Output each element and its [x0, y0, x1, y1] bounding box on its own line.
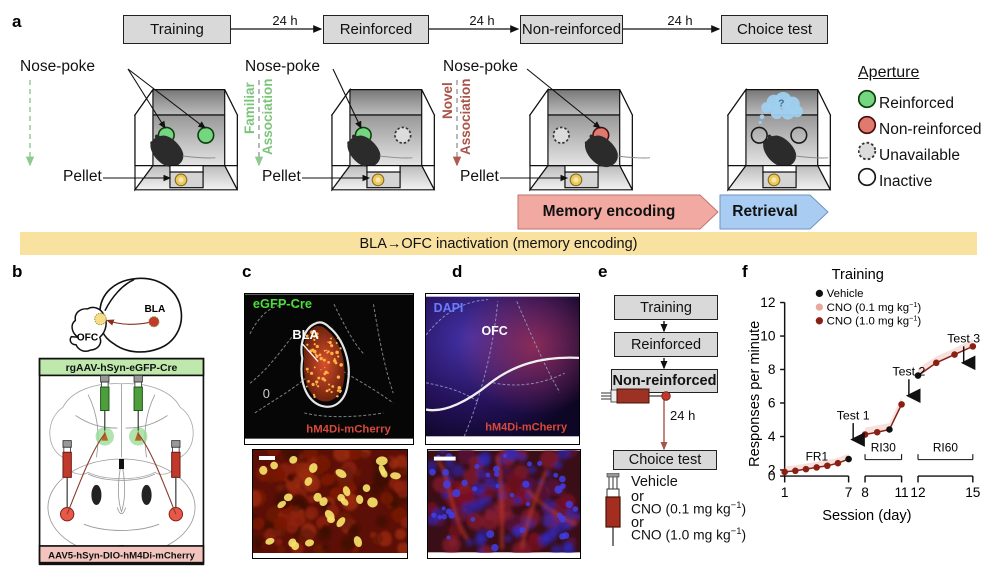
- svg-text:CNO (0.1 mg kg−1): CNO (0.1 mg kg−1): [827, 299, 922, 314]
- svg-text:0: 0: [263, 386, 270, 401]
- svg-text:7: 7: [845, 485, 853, 500]
- svg-text:Training: Training: [832, 267, 884, 283]
- svg-text:Test 1: Test 1: [837, 408, 870, 422]
- svg-text:8: 8: [861, 485, 869, 500]
- svg-text:RI30: RI30: [871, 440, 896, 454]
- svg-text:12: 12: [910, 485, 925, 500]
- svg-text:hM4Di-mCherry: hM4Di-mCherry: [306, 424, 391, 436]
- svg-text:DAPI: DAPI: [434, 301, 464, 315]
- svg-text:6: 6: [768, 396, 776, 411]
- svg-text:OFC: OFC: [77, 333, 99, 344]
- svg-text:1: 1: [781, 485, 789, 500]
- svg-text:15: 15: [965, 485, 981, 500]
- svg-text:Test 3: Test 3: [947, 332, 980, 346]
- svg-text:OFC: OFC: [481, 324, 507, 338]
- svg-text:Vehicle: Vehicle: [827, 288, 864, 300]
- svg-text:AAV5-hSyn-DIO-hM4Di-mCherry: AAV5-hSyn-DIO-hM4Di-mCherry: [48, 550, 195, 561]
- svg-text:CNO (1.0 mg kg−1): CNO (1.0 mg kg−1): [827, 313, 922, 328]
- svg-text:4: 4: [768, 429, 776, 444]
- svg-text:BLA: BLA: [292, 327, 318, 342]
- svg-text:eGFP-Cre: eGFP-Cre: [253, 296, 312, 311]
- svg-text:rgAAV-hSyn-eGFP-Cre: rgAAV-hSyn-eGFP-Cre: [66, 363, 178, 374]
- svg-text:11: 11: [894, 485, 908, 500]
- svg-text:12: 12: [760, 295, 775, 310]
- svg-text:Test 2: Test 2: [892, 365, 925, 379]
- svg-text:Responses per minute: Responses per minute: [748, 321, 763, 467]
- svg-text:0: 0: [768, 469, 776, 484]
- svg-text:8: 8: [768, 362, 776, 377]
- svg-text:RI60: RI60: [933, 440, 958, 454]
- svg-text:BLA: BLA: [144, 304, 166, 315]
- svg-text:hM4Di-mCherry: hM4Di-mCherry: [485, 422, 568, 434]
- svg-text:Session (day): Session (day): [822, 508, 911, 524]
